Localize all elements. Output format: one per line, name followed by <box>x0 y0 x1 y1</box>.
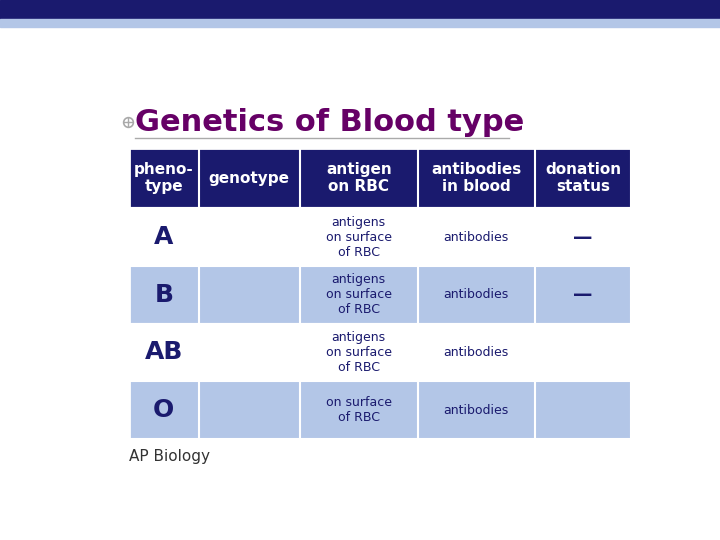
Text: Genetics of Blood type: Genetics of Blood type <box>135 109 524 138</box>
Text: —: — <box>574 285 593 304</box>
Text: antibodies: antibodies <box>444 346 509 359</box>
Bar <box>129 323 631 381</box>
Text: antibodies: antibodies <box>444 288 509 301</box>
Text: antigen
on RBC: antigen on RBC <box>326 162 392 194</box>
Bar <box>129 148 631 439</box>
Bar <box>129 208 631 266</box>
Text: antibodies
in blood: antibodies in blood <box>431 162 521 194</box>
Text: donation
status: donation status <box>545 162 621 194</box>
Text: on surface
of RBC: on surface of RBC <box>325 396 392 424</box>
Text: antibodies: antibodies <box>444 231 509 244</box>
Text: antigens
on surface
of RBC: antigens on surface of RBC <box>325 331 392 374</box>
Text: antigens
on surface
of RBC: antigens on surface of RBC <box>325 215 392 259</box>
Text: genotype: genotype <box>209 171 289 186</box>
Text: pheno-
type: pheno- type <box>134 162 194 194</box>
Text: AP Biology: AP Biology <box>129 449 210 464</box>
Text: antigens
on surface
of RBC: antigens on surface of RBC <box>325 273 392 316</box>
Text: A: A <box>154 225 174 249</box>
Bar <box>129 148 631 208</box>
Text: AB: AB <box>145 341 183 364</box>
Text: antibodies: antibodies <box>444 404 509 417</box>
Text: B: B <box>154 283 174 307</box>
Text: O: O <box>153 398 174 422</box>
Text: —: — <box>574 227 593 247</box>
Bar <box>129 381 631 439</box>
Bar <box>129 266 631 323</box>
